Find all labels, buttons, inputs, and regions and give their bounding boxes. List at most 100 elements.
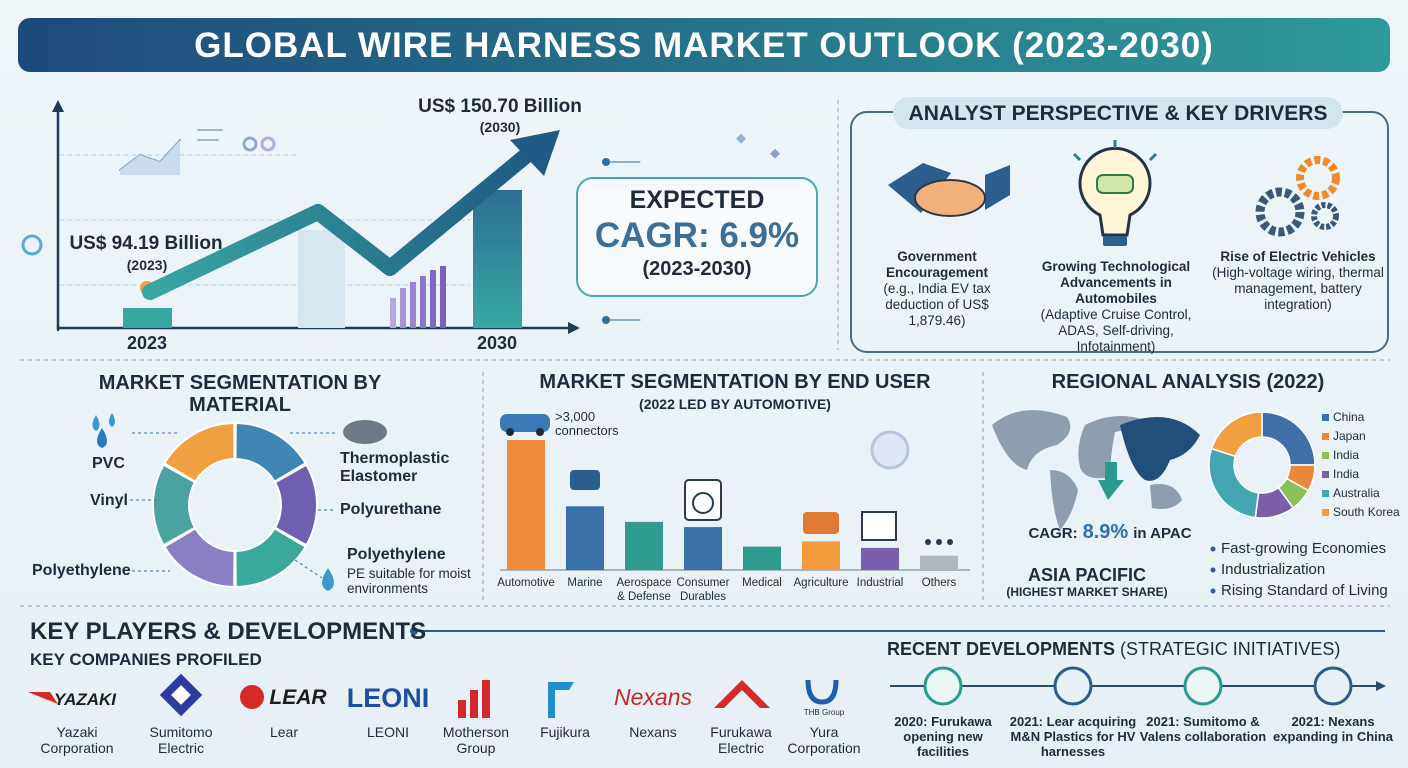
material-icons	[92, 413, 387, 591]
donut-segment	[1208, 447, 1260, 519]
legend-swatch	[1322, 414, 1329, 421]
donut-segment	[152, 463, 197, 547]
company-name: Yazaki Corporation	[40, 724, 114, 756]
legend-label: South Korea	[1333, 505, 1400, 519]
end-user-subtitle: (2022 LED BY AUTOMOTIVE)	[639, 396, 831, 412]
x-tick-label: Automotive	[497, 577, 555, 589]
material-leaders	[130, 432, 335, 579]
end-value: US$ 150.70 Billion	[418, 96, 582, 117]
company-logo-text: THB Group	[803, 708, 845, 717]
players-title: KEY PLAYERS & DEVELOPMENTS	[30, 618, 427, 645]
driver-icons	[888, 140, 1340, 246]
material-label: Polyethylene	[32, 562, 131, 579]
bullet	[1210, 588, 1216, 594]
bar	[802, 541, 840, 570]
driver-description: (Adaptive Cruise Control, ADAS, Self-dri…	[1040, 307, 1192, 354]
x-tick-label: Marine	[567, 577, 603, 589]
legend-swatch	[1322, 471, 1329, 478]
x-tick-label: Consumer Durables	[676, 577, 730, 603]
bar	[743, 546, 781, 570]
bullet-text: Fast-growing Economies	[1221, 540, 1387, 557]
drivers-title: ANALYST PERSPECTIVE & KEY DRIVERS	[908, 102, 1328, 125]
bar	[861, 547, 899, 570]
material-label: Polyethylene	[347, 546, 446, 563]
legend-label: China	[1333, 410, 1365, 424]
page-title: GLOBAL WIRE HARNESS MARKET OUTLOOK (2023…	[194, 26, 1214, 65]
cagr-period: (2023-2030)	[642, 258, 752, 280]
x-tick-label: Others	[921, 577, 957, 589]
company-logo-text: LEAR	[269, 686, 327, 709]
section-rule-dot	[410, 627, 418, 635]
x-tick-label: Medical	[742, 577, 782, 589]
drivers-header	[893, 97, 1343, 129]
companies-title: KEY COMPANIES PROFILED	[30, 650, 262, 669]
material-donut	[152, 421, 318, 589]
material-note: PE suitable for moist environments	[347, 566, 471, 596]
legend-label: India	[1333, 448, 1360, 462]
apac-cagr-part: CAGR:	[1028, 525, 1078, 542]
bullet	[1210, 567, 1216, 573]
company-name: Sumitomo Electric	[149, 724, 213, 756]
company-name: Motherson Group	[442, 724, 510, 756]
cagr-box	[576, 177, 818, 297]
bar	[684, 527, 722, 570]
company-logo-text: YAZAKI	[53, 690, 117, 709]
driver: Rise of Electric Vehicles (High-voltage w…	[1211, 249, 1386, 313]
donut-segment	[273, 463, 318, 547]
x-axis-label: 2023	[126, 333, 168, 353]
bullet-text: Rising Standard of Living	[1221, 582, 1388, 599]
driver-description: (e.g., India EV tax deduction of US$ 1,8…	[883, 281, 991, 328]
timeline	[890, 666, 1386, 706]
bullet-text: Industrialization	[1221, 561, 1326, 578]
region-note: (HIGHEST MARKET SHARE)	[1006, 585, 1168, 599]
start-year: (2023)	[126, 257, 168, 273]
developments-title-part: RECENT DEVELOPMENTS	[887, 639, 1116, 659]
company-logos	[28, 673, 839, 718]
company-name: LEONI	[366, 724, 409, 740]
x-axis-label: 2030	[476, 333, 518, 353]
driver: Government Encouragement (e.g., India EV …	[872, 249, 1002, 329]
end-user-title: MARKET SEGMENTATION BY END USER	[539, 371, 931, 393]
developments-title-part: (STRATEGIC INITIATIVES)	[1120, 639, 1341, 659]
material-label: Thermoplastic Elastomer	[340, 450, 450, 486]
company-name: Furukawa Electric	[710, 724, 772, 756]
apac-cagr-part: in APAC	[1133, 525, 1192, 542]
developments-title: RECENT DEVELOPMENTS (STRATEGIC INITIATIVE…	[887, 639, 1340, 660]
bar	[920, 555, 958, 570]
growth-chart	[21, 100, 780, 334]
material-title: MARKET SEGMENTATION BY MATERIAL	[98, 372, 382, 416]
region-name: ASIA PACIFIC	[1027, 565, 1147, 585]
regional-title: REGIONAL ANALYSIS (2022)	[1051, 371, 1325, 393]
bar	[625, 521, 663, 570]
legend-label: India	[1333, 467, 1360, 481]
material-label: Vinyl	[90, 492, 128, 509]
company-logo-text: LEONI	[346, 683, 430, 713]
development: 2021: Sumitomo & Valens collaboration	[1139, 714, 1267, 744]
legend-swatch	[1322, 509, 1329, 516]
driver-title: Government Encouragement	[885, 249, 989, 280]
legend-swatch	[1322, 452, 1329, 459]
bullet	[1210, 546, 1216, 552]
material-label: PVC	[92, 455, 125, 472]
legend-label: Japan	[1333, 429, 1366, 443]
donut-segment	[163, 527, 236, 589]
driver-description: (High-voltage wiring, thermal management…	[1212, 265, 1384, 312]
end-user-chart	[500, 414, 970, 571]
company-name: Nexans	[629, 724, 677, 740]
donut-segment	[234, 527, 307, 589]
separators	[20, 100, 1390, 607]
cagr-heading: EXPECTED	[629, 186, 765, 214]
donut-segment	[163, 421, 236, 483]
world-map	[992, 410, 1200, 530]
company-name: Fujikura	[540, 724, 590, 740]
company-logo-text: Nexans	[614, 684, 692, 710]
development: 2020: Furukawa opening new facilities	[894, 714, 992, 759]
development: 2021: Lear acquiring M&N Plastics for HV…	[1009, 714, 1137, 759]
apac-cagr: CAGR: 8.9% in APAC	[1028, 521, 1191, 544]
development: 2021: Nexans expanding in China	[1273, 714, 1393, 744]
bar-annotation: >3,000 connectors	[555, 409, 619, 438]
driver-title: Growing Technological Advancements in Au…	[1041, 259, 1191, 306]
company-name: Yura Corporation	[787, 724, 861, 756]
